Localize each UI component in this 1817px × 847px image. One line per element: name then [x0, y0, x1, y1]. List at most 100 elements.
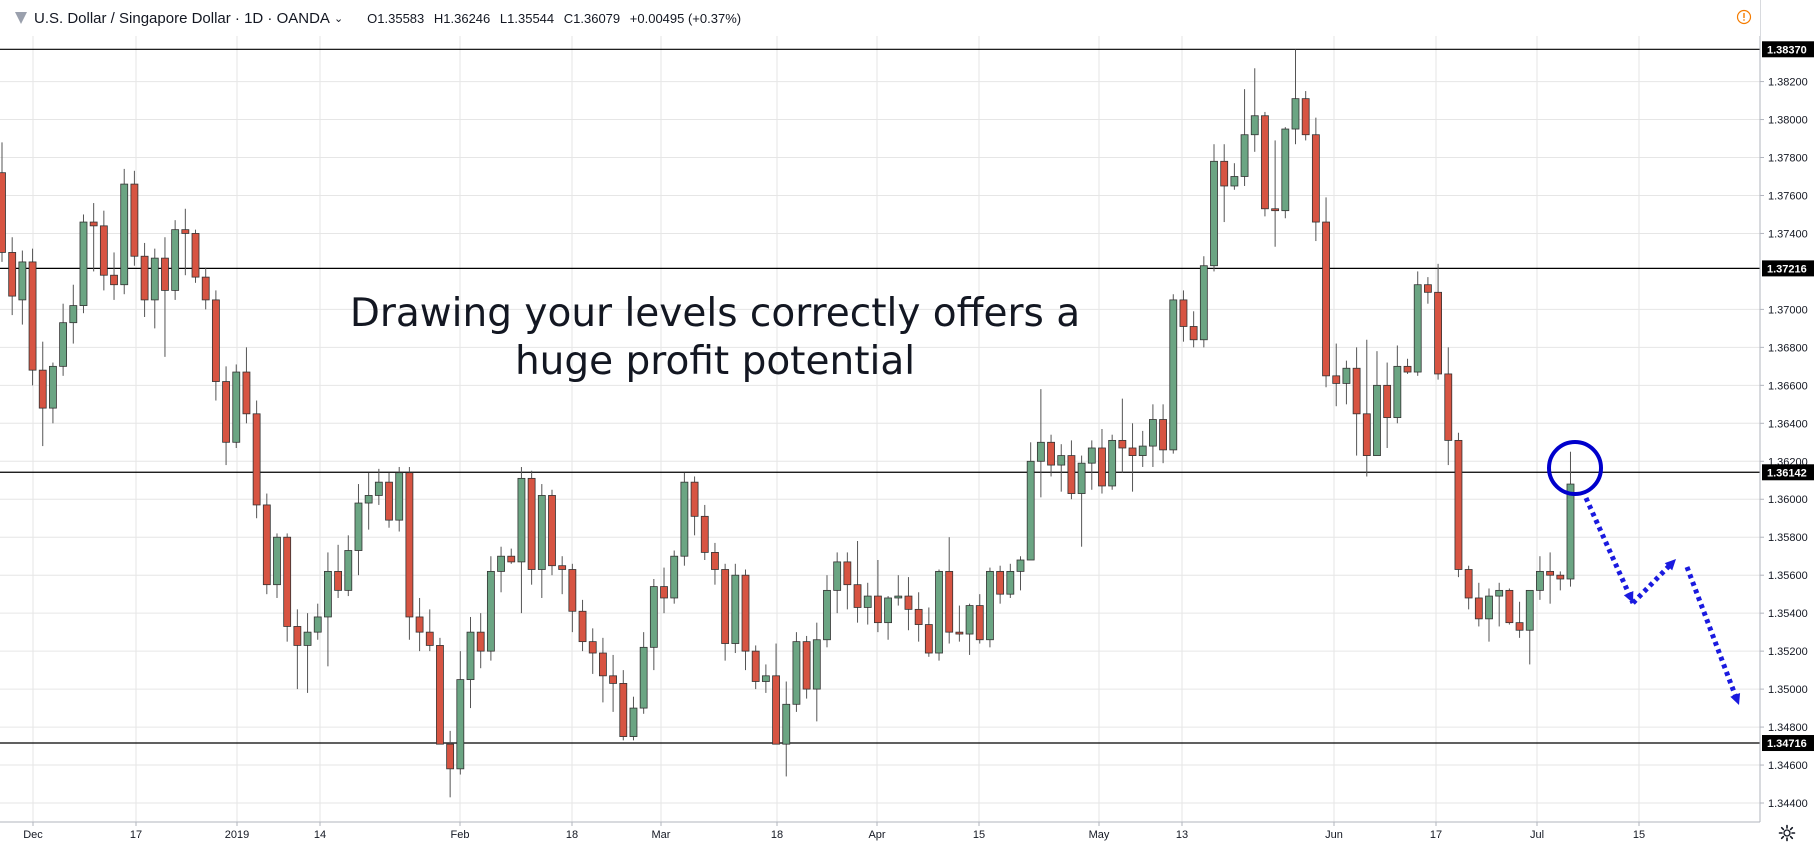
candle-body	[273, 536, 281, 586]
time-tick-label: Jun	[1325, 829, 1343, 841]
alert-icon[interactable]	[1736, 9, 1752, 25]
price-tick-label: 1.38200	[1768, 77, 1808, 89]
candle-body	[1434, 291, 1442, 375]
candle	[1230, 163, 1239, 190]
candle	[456, 651, 465, 775]
candle-body	[1464, 569, 1473, 599]
candlestick-series	[0, 49, 1575, 798]
candle-body	[49, 365, 57, 409]
candle-body	[1261, 115, 1269, 210]
candle	[955, 605, 964, 642]
candle	[843, 552, 852, 610]
candle-body	[1098, 447, 1106, 487]
candle-body	[517, 477, 526, 563]
time-tick-label: 15	[973, 829, 985, 841]
candle-body	[986, 570, 994, 641]
candle	[904, 577, 913, 631]
candle	[425, 609, 434, 652]
candle-body	[1322, 221, 1330, 377]
candle-body	[425, 631, 434, 646]
time-tick-label: 14	[314, 829, 326, 841]
time-tick-label: 18	[566, 829, 578, 841]
candle	[945, 537, 954, 644]
candle-body	[548, 495, 556, 567]
candle	[1362, 339, 1371, 477]
candle-body	[89, 221, 98, 227]
price-tick-label: 1.35000	[1768, 684, 1808, 696]
candle	[1047, 434, 1055, 477]
candle-body	[1362, 413, 1371, 456]
price-tick-label: 1.38000	[1768, 115, 1808, 127]
candle	[395, 466, 404, 532]
candle	[385, 472, 393, 528]
time-tick-label: Feb	[451, 829, 470, 841]
candle-body	[1159, 419, 1167, 451]
candle	[1373, 351, 1381, 456]
level-price-badge	[1762, 41, 1814, 58]
candle	[313, 603, 322, 640]
candle-body	[1067, 455, 1076, 494]
candle-body	[680, 481, 689, 557]
candle-body	[874, 595, 882, 624]
candle-body	[1026, 460, 1035, 561]
candle	[1474, 582, 1483, 627]
arrowhead	[1664, 559, 1676, 571]
candle-body	[120, 183, 129, 286]
candle	[18, 250, 27, 325]
time-axis[interactable]: Dec 17 2019 14 Feb 18 Mar 18 Apr 15 May 13 Jun 17 Jul 1…	[0, 821, 1760, 841]
chevron-down-icon[interactable]: ⌄	[333, 12, 344, 25]
candle	[120, 168, 129, 295]
candle-body	[1281, 128, 1290, 212]
candle-body	[262, 504, 271, 586]
arrowhead	[1623, 591, 1634, 603]
chart-grid	[0, 36, 1760, 822]
settings-icon[interactable]	[1778, 824, 1796, 842]
candle	[242, 347, 251, 424]
candle	[1108, 434, 1117, 490]
candle	[996, 565, 1005, 604]
candle	[578, 599, 587, 652]
ohlc-readout: O1.35583 H1.36246 L1.35544 C1.36079 +0.0…	[367, 11, 747, 26]
candle-body	[497, 555, 505, 572]
price-axis[interactable]: 1.38200 1.38000 1.37800 1.37600 1.37400 1.370…	[1759, 0, 1817, 847]
candle	[1149, 404, 1157, 467]
candle	[252, 400, 261, 519]
candle-body	[59, 322, 68, 367]
candle	[1444, 347, 1453, 466]
candle	[1536, 556, 1544, 600]
candle-body	[1485, 595, 1493, 620]
candle-body	[456, 679, 465, 770]
candle-body	[1169, 299, 1178, 451]
symbol-title[interactable]: U.S. Dollar / Singapore Dollar · 1D · OA…	[34, 9, 330, 27]
candle-body	[935, 570, 943, 654]
candle-body	[802, 641, 811, 690]
candle-body	[201, 276, 210, 301]
candle	[69, 284, 78, 344]
candle-body	[130, 183, 139, 257]
candle-body	[1505, 589, 1514, 624]
candle	[558, 556, 567, 595]
candle	[1220, 144, 1229, 223]
candle	[1352, 347, 1361, 456]
candle	[1454, 432, 1463, 578]
time-tick-label: Mar	[652, 829, 671, 841]
candle-body	[1189, 326, 1198, 341]
candle-body	[110, 274, 118, 286]
candle	[59, 303, 68, 376]
candle	[965, 603, 974, 655]
candle-body	[1393, 365, 1402, 419]
support-resistance-levels	[0, 48, 1760, 744]
candle	[1525, 589, 1534, 665]
highlight-circle	[1547, 440, 1603, 496]
candle-body	[884, 597, 892, 624]
candle-body	[1149, 419, 1157, 447]
candle-body	[568, 569, 577, 612]
candle	[751, 645, 760, 690]
candle-body	[924, 624, 933, 654]
projection-arrow-segment	[1684, 566, 1740, 701]
candle-body	[670, 555, 679, 599]
price-tick-label: 1.35600	[1768, 570, 1808, 582]
candle	[171, 220, 180, 300]
candle-body	[313, 616, 322, 633]
